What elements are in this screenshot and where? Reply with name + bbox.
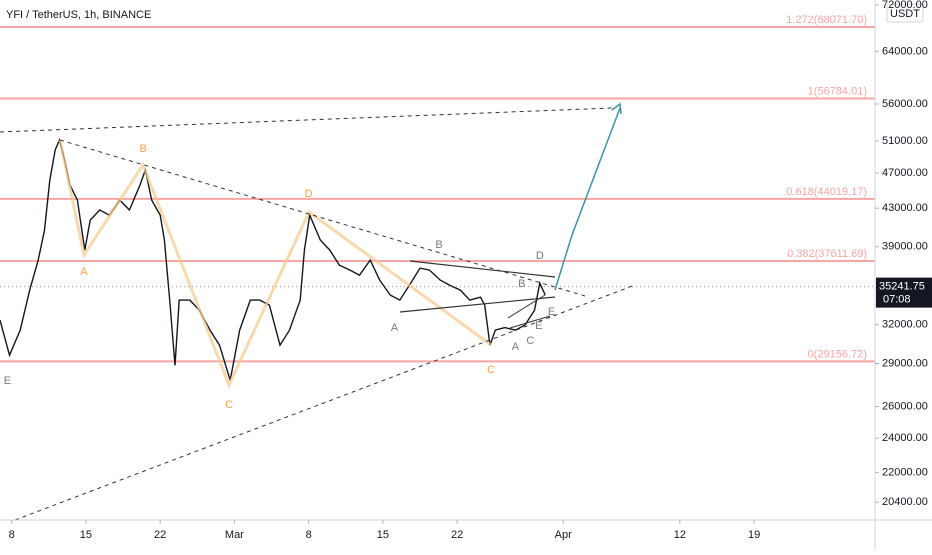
wave-label: E (4, 375, 11, 387)
x-tick-label: 8 (9, 529, 15, 541)
y-tick-label: 24000.00 (882, 432, 928, 444)
last-price-label: 35241.75 (879, 281, 925, 293)
fib-label: 1.272(68071.70) (786, 14, 867, 26)
arrow-head (611, 102, 622, 115)
trend-line (14, 284, 636, 521)
drawings (0, 102, 636, 521)
currency-box[interactable] (886, 3, 924, 23)
y-tick-label: 39000.00 (882, 241, 928, 253)
wave-label: C (526, 335, 534, 347)
y-tick-label: 51000.00 (882, 135, 928, 147)
chart-title: YFI / TetherUS, 1h, BINANCE (6, 9, 151, 21)
x-tick-label: 15 (80, 529, 92, 541)
x-tick-label: 15 (377, 529, 389, 541)
wave-label: B (518, 278, 525, 290)
triangle-line (399, 296, 556, 313)
wave-zigzag (58, 139, 492, 389)
price-line (0, 137, 546, 381)
countdown: 07:08 (883, 294, 911, 306)
triangle-line (509, 315, 551, 329)
currency-label[interactable]: USDT (890, 8, 920, 20)
y-tick-label: 47000.00 (882, 167, 928, 179)
wave-label: C (225, 399, 233, 411)
x-tick-label: Apr (555, 529, 572, 541)
y-tick-label: 29000.00 (882, 357, 928, 369)
wave-label: A (512, 341, 520, 353)
projection-arrow (554, 107, 621, 291)
y-tick-label: 22000.00 (882, 466, 928, 478)
wave-label: B (435, 239, 442, 251)
fib-label: 0(29156.72) (808, 348, 867, 360)
fib-label: 0.382(37611.69) (787, 248, 867, 260)
wave-label: E (535, 320, 542, 332)
x-tick-label: Mar (225, 529, 244, 541)
y-tick-label: 64000.00 (882, 45, 928, 57)
x-tick-label: 22 (154, 529, 166, 541)
y-tick-label: 20400.00 (882, 496, 928, 508)
wave-label: C (487, 364, 495, 376)
wave-label: B (140, 143, 147, 155)
y-tick-label: 26000.00 (882, 400, 928, 412)
y-tick-label: 43000.00 (882, 202, 928, 214)
triangle-line (507, 294, 546, 319)
wave-label: A (391, 322, 399, 334)
trend-line (0, 107, 613, 133)
last-price-box (876, 277, 932, 308)
x-tick-label: 22 (451, 529, 463, 541)
x-tick-label: 8 (306, 529, 312, 541)
triangle-line (409, 260, 556, 278)
wave-label: D (536, 250, 544, 262)
y-tick-label: 56000.00 (882, 98, 928, 110)
trend-line (59, 139, 586, 297)
wave-label: A (80, 266, 88, 278)
fib-label: 1(56784.01) (808, 85, 867, 97)
y-tick-label: 32000.00 (882, 319, 928, 331)
wave-label: D (305, 188, 313, 200)
wave-label: E (548, 306, 555, 318)
fib-label: 0.618(44019.17) (786, 186, 867, 198)
x-tick-label: 19 (748, 529, 760, 541)
x-tick-label: 12 (674, 529, 686, 541)
y-tick-label: 72000.00 (882, 0, 928, 11)
